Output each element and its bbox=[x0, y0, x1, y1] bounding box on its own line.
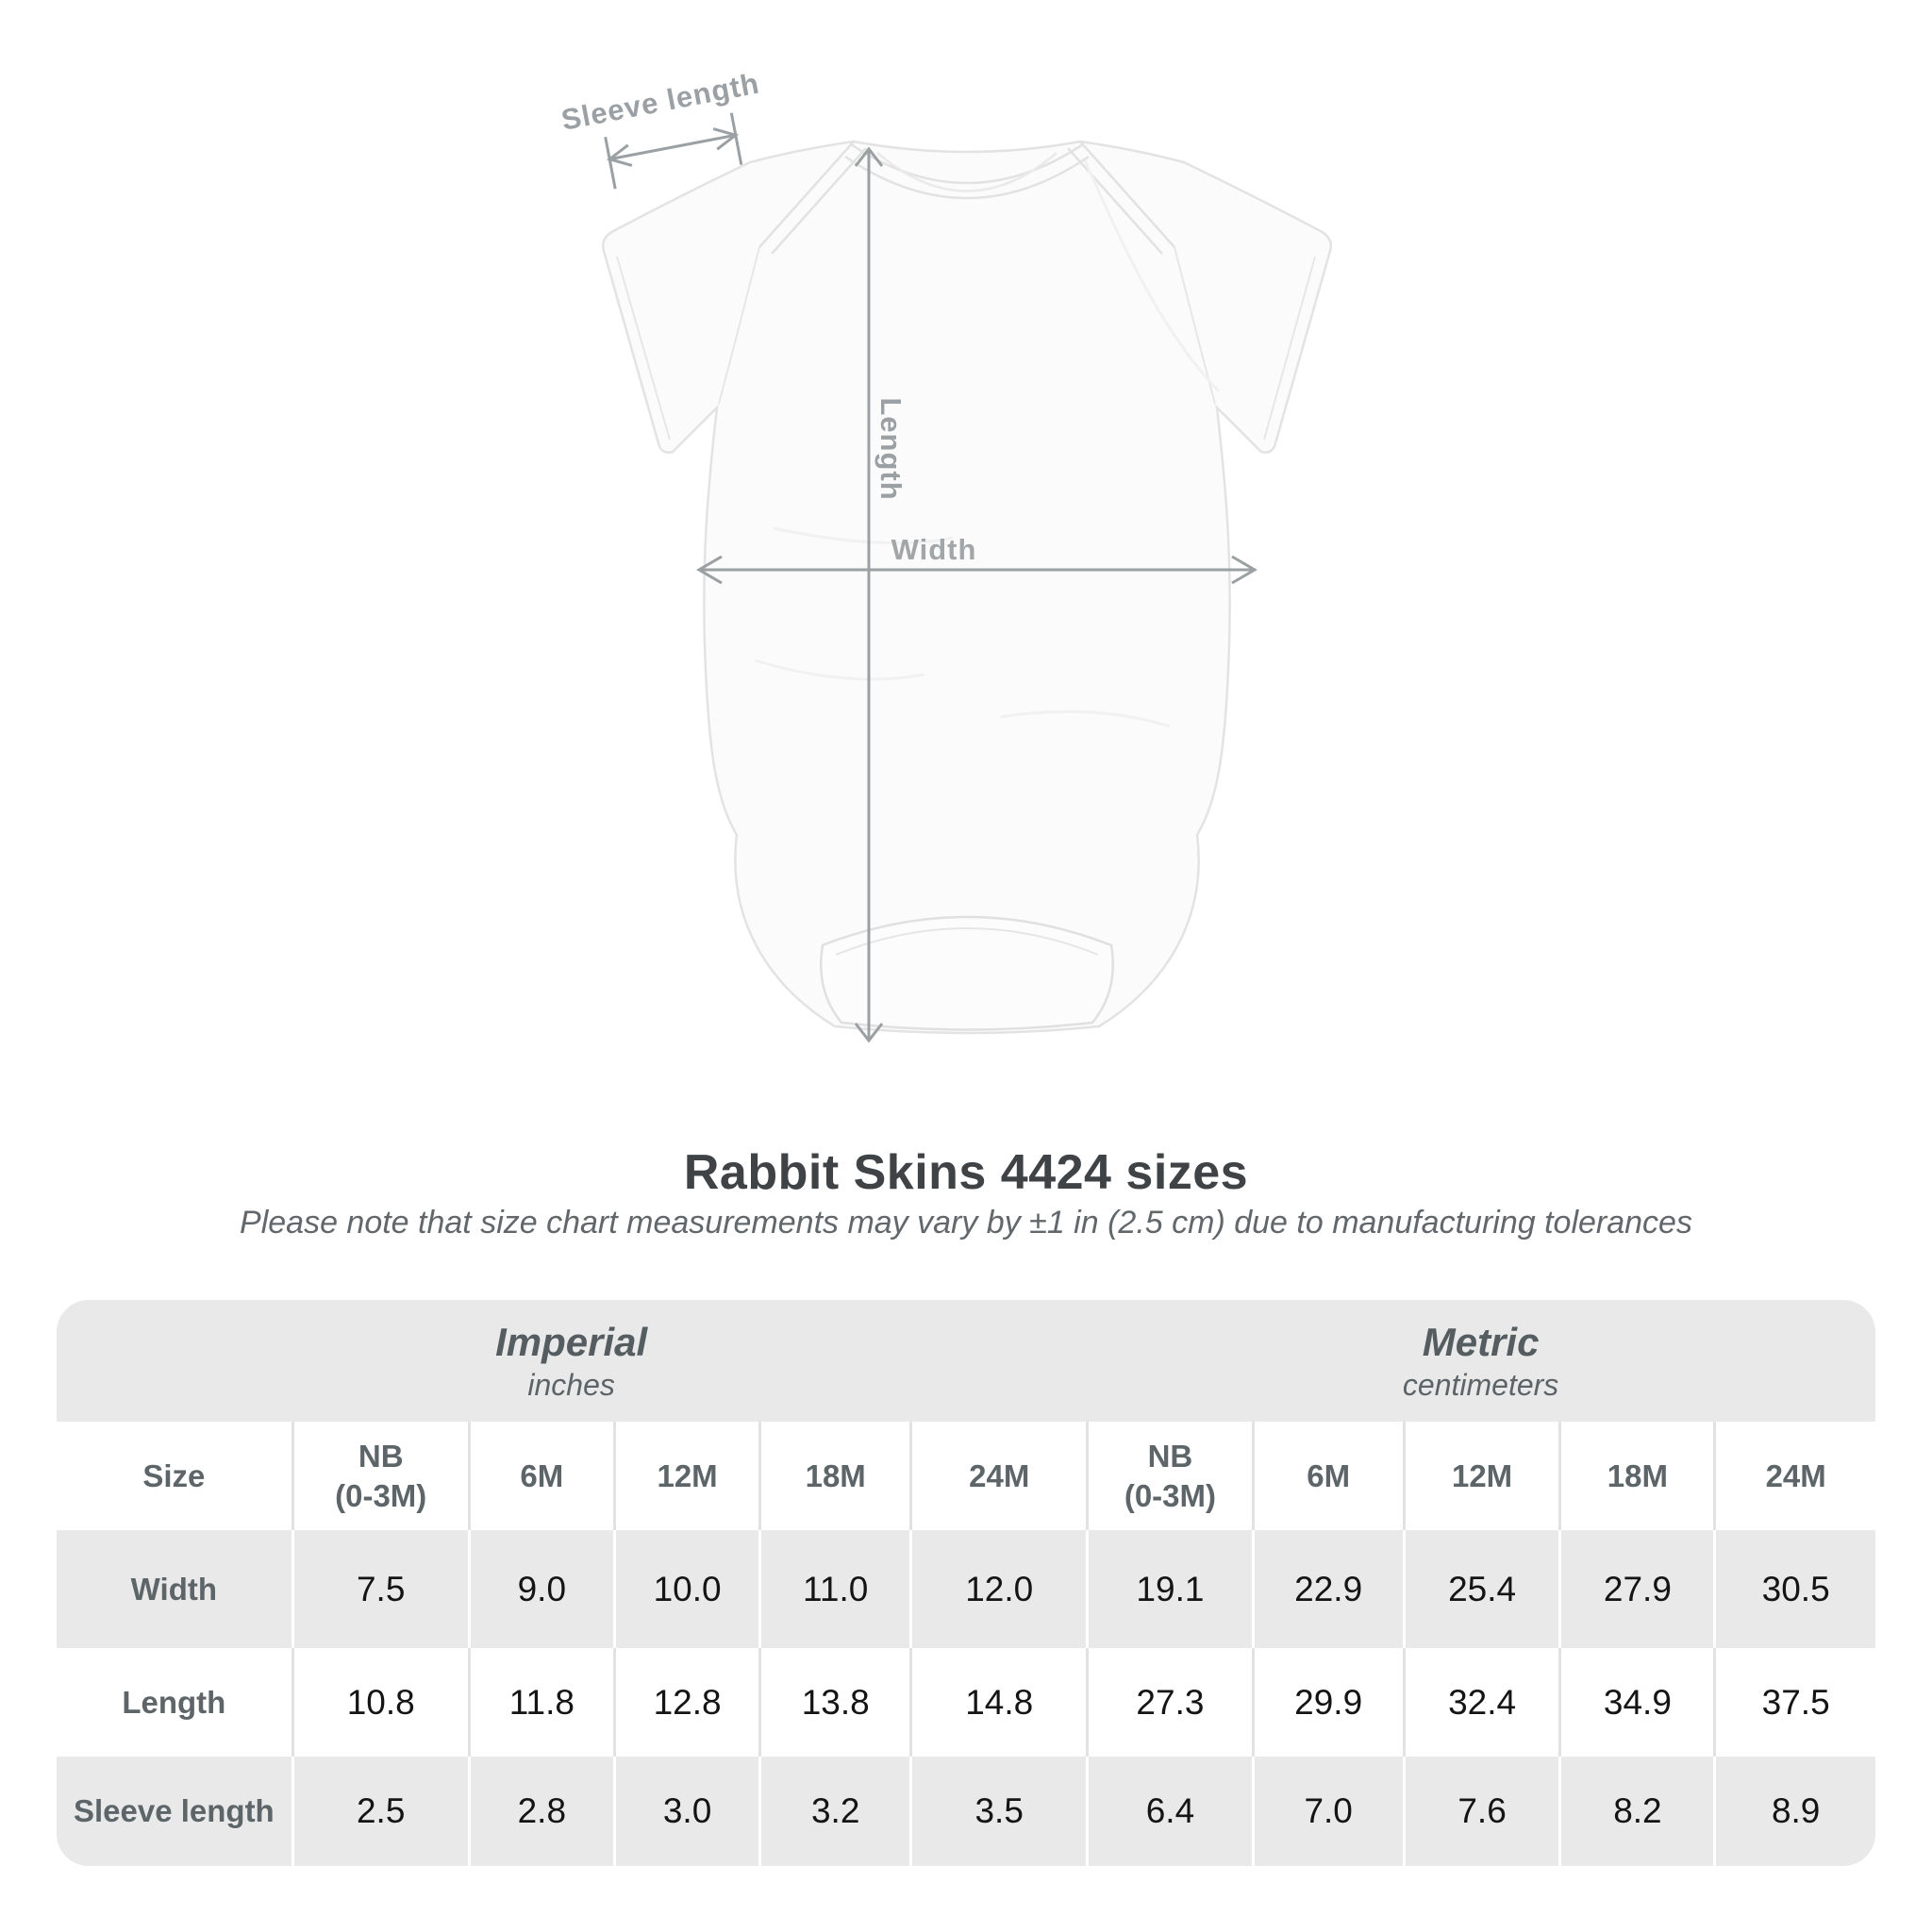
size-value-cell: 25.4 bbox=[1402, 1530, 1559, 1648]
size-value-cell: 7.6 bbox=[1402, 1757, 1559, 1866]
size-value-cell: 8.2 bbox=[1558, 1757, 1714, 1866]
size-value-cell: 34.9 bbox=[1558, 1648, 1714, 1757]
width-label: Width bbox=[891, 533, 977, 566]
column-header-24m-imperial: 24M bbox=[909, 1422, 1087, 1530]
size-header-cell: Size bbox=[57, 1422, 291, 1530]
size-value-cell: 11.8 bbox=[467, 1648, 613, 1757]
table-row-width: Width 7.5 9.0 10.0 11.0 12.0 19.1 22.9 25.4 27.9… bbox=[57, 1530, 1875, 1648]
size-value-cell: 3.2 bbox=[758, 1757, 910, 1866]
row-label-width: Width bbox=[57, 1530, 291, 1648]
tolerance-note: Please note that size chart measurements… bbox=[240, 1205, 1692, 1241]
column-header-line: (0-3M) bbox=[1124, 1477, 1217, 1513]
size-value-cell: 2.5 bbox=[291, 1757, 468, 1866]
fabric-wrinkles bbox=[754, 159, 1221, 728]
envelope-neckline bbox=[758, 141, 1175, 255]
size-value-cell: 27.9 bbox=[1558, 1530, 1714, 1648]
size-header-row: Size NB (0-3M) 6M 12M 18M 24M NB (0-3M) bbox=[57, 1422, 1875, 1530]
crotch-flap bbox=[819, 915, 1115, 1031]
imperial-heading: Imperial bbox=[495, 1319, 648, 1364]
bodysuit-body bbox=[602, 140, 1332, 1035]
column-header-nb-imperial: NB (0-3M) bbox=[291, 1422, 468, 1530]
unit-group-metric: Metric centimeters bbox=[1086, 1300, 1875, 1422]
size-value-cell: 14.8 bbox=[909, 1648, 1087, 1757]
metric-unit: centimeters bbox=[1402, 1367, 1559, 1402]
size-value-cell: 37.5 bbox=[1713, 1648, 1875, 1757]
onesie-size-diagram: Sleeve length Length Width bbox=[558, 67, 1332, 1043]
column-header-12m-metric: 12M bbox=[1402, 1422, 1559, 1530]
column-header-line: 6M bbox=[520, 1457, 564, 1493]
size-value-cell: 3.5 bbox=[909, 1757, 1087, 1866]
row-label-length: Length bbox=[57, 1648, 291, 1757]
column-header-line: NB bbox=[1147, 1438, 1193, 1474]
column-header-nb-metric: NB (0-3M) bbox=[1086, 1422, 1252, 1530]
unit-group-imperial: Imperial inches bbox=[57, 1300, 1086, 1422]
unit-band: Imperial inches Metric centimeters bbox=[57, 1300, 1875, 1422]
size-value-cell: 12.0 bbox=[909, 1530, 1087, 1648]
size-value-cell: 32.4 bbox=[1402, 1648, 1559, 1757]
size-value-cell: 19.1 bbox=[1086, 1530, 1252, 1648]
width-arrow bbox=[696, 555, 1257, 585]
page-title: Rabbit Skins 4424 sizes bbox=[683, 1145, 1249, 1200]
column-header-6m-metric: 6M bbox=[1251, 1422, 1403, 1530]
size-value-cell: 9.0 bbox=[467, 1530, 613, 1648]
size-value-cell: 11.0 bbox=[758, 1530, 910, 1648]
size-value-cell: 30.5 bbox=[1713, 1530, 1875, 1648]
column-header-18m-imperial: 18M bbox=[758, 1422, 910, 1530]
size-value-cell: 3.0 bbox=[612, 1757, 759, 1866]
column-header-line: 6M bbox=[1307, 1457, 1351, 1493]
size-value-cell: 10.8 bbox=[291, 1648, 468, 1757]
length-label: Length bbox=[874, 397, 908, 500]
size-value-cell: 7.0 bbox=[1251, 1757, 1403, 1866]
size-value-cell: 13.8 bbox=[758, 1648, 910, 1757]
column-header-24m-metric: 24M bbox=[1713, 1422, 1875, 1530]
table-row-length: Length 10.8 11.8 12.8 13.8 14.8 27.3 29.9 32.4 3… bbox=[57, 1648, 1875, 1757]
size-table-grid: Size NB (0-3M) 6M 12M 18M 24M NB (0-3M) bbox=[57, 1422, 1875, 1866]
size-value-cell: 7.5 bbox=[291, 1530, 468, 1648]
column-header-18m-metric: 18M bbox=[1558, 1422, 1714, 1530]
size-value-cell: 2.8 bbox=[467, 1757, 613, 1866]
size-value-cell: 12.8 bbox=[612, 1648, 759, 1757]
size-table: Imperial inches Metric centimeters Size … bbox=[57, 1300, 1875, 1866]
metric-heading: Metric bbox=[1422, 1319, 1540, 1364]
infant-bodysuit-illustration bbox=[602, 140, 1332, 1035]
sleeve-seams bbox=[616, 246, 1316, 441]
sleeve-length-label: Sleeve length bbox=[558, 67, 762, 137]
column-header-line: NB bbox=[358, 1438, 404, 1474]
imperial-unit: inches bbox=[527, 1367, 615, 1402]
row-label-sleeve-length: Sleeve length bbox=[57, 1757, 291, 1866]
size-value-cell: 8.9 bbox=[1713, 1757, 1875, 1866]
size-value-cell: 6.4 bbox=[1086, 1757, 1252, 1866]
length-arrow bbox=[854, 146, 884, 1043]
sleeve-length-arrow bbox=[604, 112, 743, 190]
size-value-cell: 10.0 bbox=[612, 1530, 759, 1648]
column-header-6m-imperial: 6M bbox=[467, 1422, 613, 1530]
column-header-line: 24M bbox=[1765, 1457, 1826, 1493]
column-header-line: 18M bbox=[805, 1457, 866, 1493]
size-value-cell: 27.3 bbox=[1086, 1648, 1252, 1757]
column-header-line: (0-3M) bbox=[335, 1477, 427, 1513]
column-header-line: 18M bbox=[1607, 1457, 1668, 1493]
column-header-line: 24M bbox=[969, 1457, 1030, 1493]
column-header-line: 12M bbox=[657, 1457, 718, 1493]
size-value-cell: 29.9 bbox=[1251, 1648, 1403, 1757]
table-row-sleeve-length: Sleeve length 2.5 2.8 3.0 3.2 3.5 6.4 7.0 7.6 8.… bbox=[57, 1757, 1875, 1866]
column-header-line: 12M bbox=[1451, 1457, 1513, 1493]
size-value-cell: 22.9 bbox=[1251, 1530, 1403, 1648]
column-header-12m-imperial: 12M bbox=[612, 1422, 759, 1530]
